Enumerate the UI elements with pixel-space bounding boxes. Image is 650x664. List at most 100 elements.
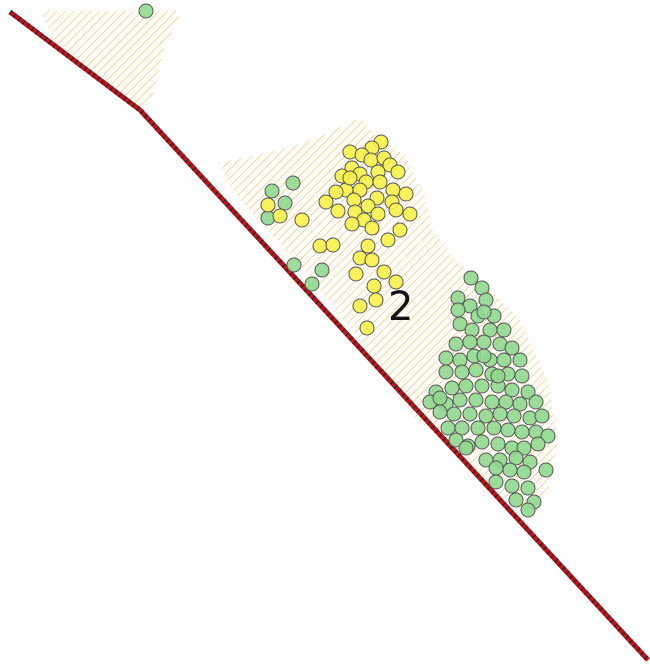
green-point[interactable] [450, 302, 466, 318]
yellow-point[interactable] [372, 174, 388, 190]
green-point[interactable] [538, 462, 554, 478]
yellow-point[interactable] [388, 202, 404, 218]
green-point[interactable] [530, 436, 546, 452]
green-point[interactable] [470, 420, 486, 436]
green-point[interactable] [440, 420, 456, 436]
green-point[interactable] [506, 408, 522, 424]
yellow-point[interactable] [359, 320, 375, 336]
green-point[interactable] [432, 404, 448, 420]
green-point[interactable] [314, 262, 330, 278]
yellow-point[interactable] [344, 216, 360, 232]
hatched-area-top[interactable] [40, 11, 182, 110]
green-point[interactable] [454, 364, 470, 380]
yellow-point[interactable] [370, 206, 386, 222]
green-point[interactable] [438, 364, 454, 380]
yellow-point[interactable] [366, 278, 382, 294]
yellow-point[interactable] [368, 292, 384, 308]
green-point[interactable] [138, 3, 154, 19]
green-point[interactable] [512, 352, 528, 368]
points-layer [138, 3, 556, 518]
yellow-point[interactable] [348, 266, 364, 282]
yellow-point[interactable] [294, 212, 310, 228]
green-point[interactable] [504, 340, 520, 356]
yellow-point[interactable] [402, 206, 418, 222]
yellow-point[interactable] [398, 186, 414, 202]
green-point[interactable] [514, 424, 530, 440]
green-point[interactable] [508, 450, 524, 466]
green-point[interactable] [463, 270, 479, 286]
green-point[interactable] [474, 434, 490, 450]
yellow-point[interactable] [360, 238, 376, 254]
green-point[interactable] [448, 432, 464, 448]
yellow-point[interactable] [328, 184, 344, 200]
yellow-point[interactable] [360, 198, 376, 214]
green-point[interactable] [516, 440, 532, 456]
yellow-point[interactable] [376, 264, 392, 280]
green-point[interactable] [458, 378, 474, 394]
green-point[interactable] [454, 420, 470, 436]
green-point[interactable] [490, 368, 506, 384]
green-point[interactable] [476, 348, 492, 364]
green-point[interactable] [500, 422, 516, 438]
green-point[interactable] [478, 408, 494, 424]
yellow-point[interactable] [388, 274, 404, 290]
yellow-point[interactable] [330, 203, 346, 219]
green-point[interactable] [490, 436, 506, 452]
green-point[interactable] [486, 420, 502, 436]
yellow-point[interactable] [342, 170, 358, 186]
green-point[interactable] [504, 382, 520, 398]
green-point[interactable] [516, 464, 532, 480]
green-point[interactable] [286, 257, 302, 273]
green-point[interactable] [492, 406, 508, 422]
green-point[interactable] [496, 352, 512, 368]
yellow-point[interactable] [312, 238, 328, 254]
green-point[interactable] [462, 406, 478, 422]
green-point[interactable] [458, 440, 474, 456]
yellow-point[interactable] [390, 164, 406, 180]
green-point[interactable] [484, 394, 500, 410]
green-point[interactable] [444, 380, 460, 396]
green-point[interactable] [520, 480, 536, 496]
green-point[interactable] [520, 502, 536, 518]
yellow-point[interactable] [352, 298, 368, 314]
yellow-point[interactable] [325, 237, 341, 253]
green-point[interactable] [446, 406, 462, 422]
green-point[interactable] [277, 195, 293, 211]
green-point[interactable] [514, 368, 530, 384]
yellow-point[interactable] [260, 197, 276, 213]
green-point[interactable] [534, 408, 550, 424]
green-point[interactable] [540, 428, 556, 444]
green-point[interactable] [488, 460, 504, 476]
green-point[interactable] [462, 334, 478, 350]
green-point[interactable] [488, 474, 504, 490]
green-point[interactable] [438, 350, 454, 366]
green-point[interactable] [285, 175, 301, 191]
green-point[interactable] [264, 183, 280, 199]
yellow-point[interactable] [318, 194, 334, 210]
green-point[interactable] [520, 384, 536, 400]
green-point[interactable] [474, 378, 490, 394]
green-point[interactable] [468, 392, 484, 408]
green-point[interactable] [448, 336, 464, 352]
green-point[interactable] [528, 394, 544, 410]
zone-label: 2 [388, 284, 413, 330]
green-point[interactable] [502, 462, 518, 478]
green-point[interactable] [496, 322, 512, 338]
yellow-point[interactable] [364, 220, 380, 236]
green-point[interactable] [512, 396, 528, 412]
green-point[interactable] [508, 492, 524, 508]
yellow-point[interactable] [364, 252, 380, 268]
green-point[interactable] [432, 390, 448, 406]
green-point[interactable] [476, 304, 492, 320]
green-point[interactable] [504, 478, 520, 494]
yellow-point[interactable] [272, 208, 288, 224]
railway-line[interactable] [8, 10, 650, 662]
green-point[interactable] [476, 334, 492, 350]
yellow-point[interactable] [380, 232, 396, 248]
yellow-point[interactable] [392, 222, 408, 238]
green-point[interactable] [452, 392, 468, 408]
green-point[interactable] [304, 276, 320, 292]
green-point[interactable] [468, 362, 484, 378]
